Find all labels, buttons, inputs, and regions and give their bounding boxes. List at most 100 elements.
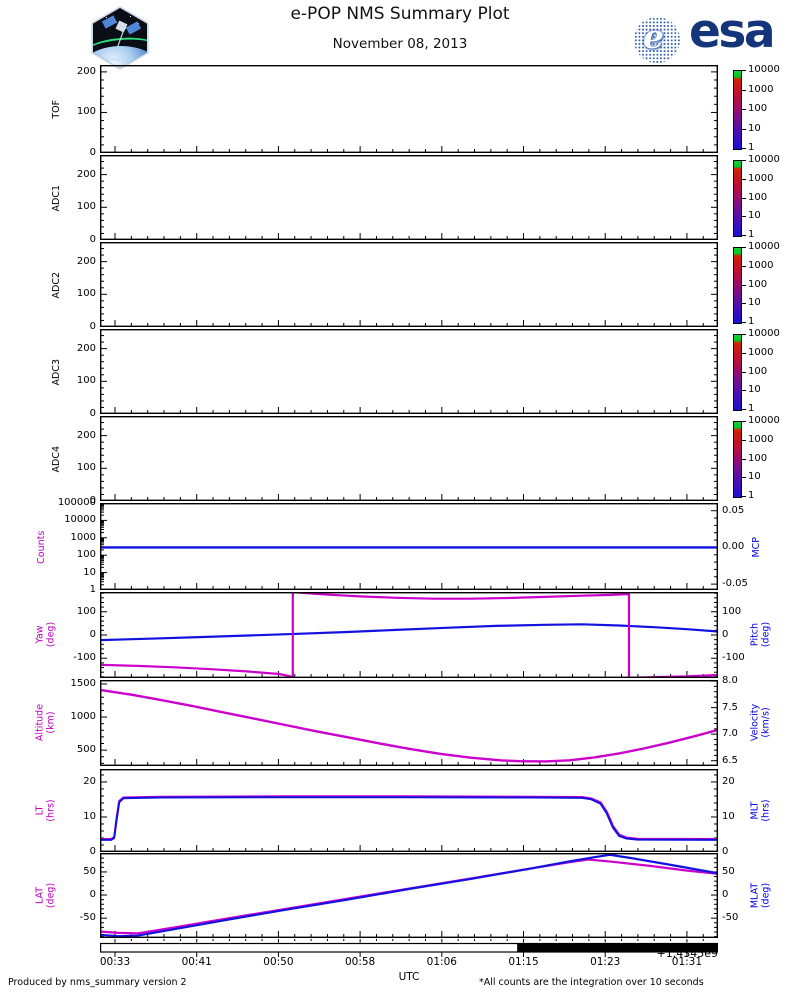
y-tick-label-right: 100 [722,605,742,617]
esa-wordmark: esa [689,4,776,59]
y-tick-label-right: 7.0 [722,728,738,740]
colorbar-tick [742,160,746,161]
y-tick-label-right: 0 [722,846,729,857]
y-tick-label-left: 200 [76,255,96,267]
y-tick-label-right: -100 [722,652,745,664]
x-tick-label: 01:23 [590,956,621,968]
y-tick-label-left: 200 [76,429,96,441]
y-tick-label-left: 200 [76,65,96,77]
colorbar-tick [742,496,746,497]
y-tick-label-left: 50 [83,865,96,877]
colorbar-tick [742,109,746,110]
series-yaw [100,592,718,678]
colorbar-tick [742,371,746,373]
panel-adc2 [100,242,718,327]
colorbar-tick [742,89,746,91]
eclipse-segment [517,943,718,952]
colorbar-tick-label: 1 [748,142,755,153]
y-tick-label-left: 20 [83,775,96,787]
colorbar [733,160,742,237]
y-tick-label-right: -0.05 [722,578,748,590]
y-tick-label-left: 100 [76,549,96,561]
colorbar-tick-label: 10 [748,122,761,134]
colorbar-tick-label: 1000 [748,83,774,95]
colorbar-tick-label: 1000 [748,346,774,358]
y-tick-label-right: 10 [722,810,735,822]
colorbar-tick [742,235,746,236]
colorbar-tick-label: 1000 [748,433,774,445]
colorbar-tick-label: 100 [748,452,768,464]
colorbar-tick-label: 10000 [748,328,780,339]
series-mlt [100,796,718,841]
y-tick-label-left: 0 [89,321,96,332]
y-tick-label-right: 0.05 [722,504,745,516]
colorbar-tick [742,352,746,354]
y-tick-label-left: 0 [89,629,96,640]
page-title: e-POP NMS Summary Plot [290,4,510,24]
y-tick-label-left: -100 [73,652,96,664]
colorbar-tick [742,390,746,392]
colorbar-tick [742,197,746,199]
colorbar-tick-label: 1000 [748,259,774,271]
colorbar-tick [742,322,746,323]
x-tick-label: 00:58 [344,956,376,968]
panel-lt-mlt [100,769,718,852]
colorbar-tick-label: 1000 [748,172,774,184]
y-tick-label-right: -50 [722,912,739,924]
panel-tof [100,65,718,153]
esa-globe-icon: e [634,17,680,63]
colorbar-tick-label: 10000 [748,154,780,165]
esa-e-glyph: e [643,17,664,56]
y-tick-label-left: 500 [76,744,96,756]
daynight-bar [100,939,718,957]
y-tick-label-left: 100000 [57,497,96,508]
y-tick-label-left: 100 [76,605,96,617]
y-tick-label-left: 1000 [70,711,96,723]
colorbar [733,334,742,411]
y-tick-label-left: -50 [79,912,96,924]
colorbar-tick-label: 10000 [748,241,780,252]
colorbar-tick [742,303,746,305]
x-tick-label: 00:33 [99,956,131,968]
colorbar [733,421,742,498]
page-date: November 08, 2013 [332,36,468,52]
x-tick-label: 01:06 [426,956,457,968]
x-axis-title: UTC [398,971,420,983]
y-tick-label-left: 100 [76,288,96,300]
y-tick-label-right: 6.5 [722,754,738,766]
colorbar-tick [742,70,746,71]
colorbar-tick-label: 1 [748,316,755,327]
y-tick-label-left: 0 [89,846,96,857]
x-tick-label: 00:50 [263,956,294,968]
colorbar-tick-label: 10 [748,471,761,483]
panel-adc1 [100,155,718,240]
y-tick-label-left: 0 [89,234,96,245]
panel-counts-mcp [100,503,718,590]
y-tick-label-left: 1000 [70,531,96,543]
y-tick-label-right: 7.5 [722,701,738,713]
y-tick-label-left: 10 [83,810,96,822]
y-tick-label-left: 1 [89,584,96,595]
y-tick-label-left: 100 [76,462,96,474]
colorbar-tick [742,284,746,286]
x-tick-label: 01:15 [508,956,539,968]
patch-caption: CASSIOPE [106,58,134,63]
y-tick-label-left: 0 [89,408,96,419]
y-tick-label-left: 100 [76,106,96,118]
panel-lat-mlat [100,853,718,938]
colorbar-tick-label: 100 [748,278,768,290]
colorbar [733,247,742,324]
y-tick-label-right: 20 [722,775,735,787]
series-lt [100,795,718,840]
colorbar-tick [742,458,746,460]
y-tick-label-right: 0 [722,889,729,901]
y-tick-label-left: 100 [76,375,96,387]
colorbar-tick-label: 10000 [748,415,780,426]
series-altitude [100,688,718,763]
panel-adc3 [100,329,718,414]
colorbar-tick [742,265,746,267]
series-mlat [100,853,718,938]
colorbar-tick-label: 1 [748,490,755,501]
y-tick-label-left: 10 [83,566,96,578]
